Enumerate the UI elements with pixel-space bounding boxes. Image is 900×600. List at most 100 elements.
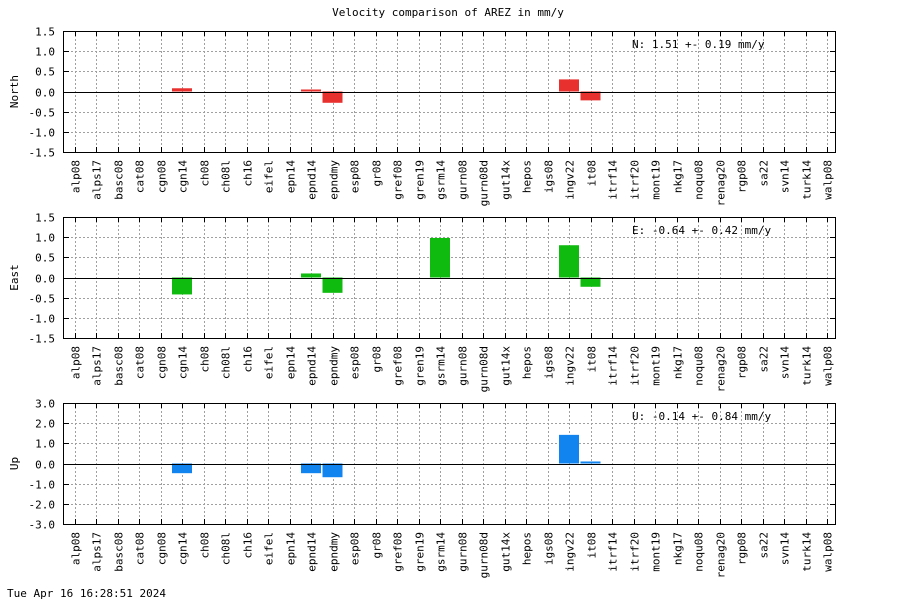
bar-epnd14 — [301, 89, 321, 92]
x-tick-label-ch08: ch08 — [199, 160, 212, 187]
timestamp: Tue Apr 16 16:28:51 2024 — [7, 587, 166, 600]
x-tick-label-basc08: basc08 — [113, 346, 126, 386]
x-tick-label-epn14: epn14 — [285, 346, 298, 379]
x-tick-label-mont19: mont19 — [650, 532, 663, 572]
x-tick-label-ch08: ch08 — [199, 532, 212, 559]
x-tick-label-noqu08: noqu08 — [693, 532, 706, 572]
x-tick-label-cat08: cat08 — [134, 160, 147, 193]
y-tick-label: -1.5 — [29, 147, 56, 160]
x-tick-label-gr08: gr08 — [371, 532, 384, 559]
y-tick-label: -0.5 — [29, 107, 56, 120]
x-tick-label-gref08: gref08 — [392, 532, 405, 572]
bar-cgn14 — [172, 88, 192, 92]
x-tick-label-hepos: hepos — [521, 346, 534, 379]
y-tick-label: -1.0 — [29, 313, 56, 326]
x-tick-label-epndmy: epndmy — [328, 532, 341, 572]
y-tick-label: 0.0 — [35, 273, 55, 286]
x-tick-label-cgn08: cgn08 — [156, 160, 169, 193]
x-tick-label-gren19: gren19 — [414, 160, 427, 200]
x-tick-label-igs08: igs08 — [543, 160, 556, 193]
velocity-annotation: N: 1.51 +- 0.19 mm/y — [632, 38, 765, 51]
x-tick-label-alp08: alp08 — [70, 346, 83, 379]
y-tick-label: -1.0 — [29, 127, 56, 140]
x-tick-label-nkg17: nkg17 — [672, 160, 685, 193]
bar-ingv22 — [559, 434, 579, 464]
x-tick-label-ch08l: ch08l — [220, 160, 233, 193]
x-tick-label-epn14: epn14 — [285, 160, 298, 193]
x-tick-label-cgn08: cgn08 — [156, 532, 169, 565]
y-tick-label: -3.0 — [29, 519, 56, 532]
panel-north: -1.5 -1.0 -0.5 0.0 0.5 1.0 1.5 alp08 alps17 basc0… — [8, 26, 836, 206]
y-tick-label: 0.5 — [35, 66, 55, 79]
x-tick-label-turk14: turk14 — [801, 346, 814, 386]
x-tick-label-gsrm14: gsrm14 — [435, 160, 448, 200]
x-tick-label-gren19: gren19 — [414, 346, 427, 386]
x-tick-label-nkg17: nkg17 — [672, 532, 685, 565]
x-tick-label-gsrm14: gsrm14 — [435, 346, 448, 386]
x-tick-label-cgn14: cgn14 — [177, 532, 190, 565]
x-tick-label-gr08: gr08 — [371, 160, 384, 187]
x-tick-label-gurn08: gurn08 — [457, 346, 470, 386]
x-tick-label-gurn08d: gurn08d — [478, 532, 491, 578]
plot-frame — [63, 403, 836, 525]
x-tick-label-mont19: mont19 — [650, 346, 663, 386]
x-tick-label-epnd14: epnd14 — [306, 346, 319, 386]
y-tick-label: 1.0 — [35, 46, 55, 59]
bar-it08 — [580, 91, 601, 101]
plot-frame — [63, 31, 836, 153]
x-tick-label-ch16: ch16 — [242, 532, 255, 559]
x-tick-label-itrf20: itrf20 — [629, 346, 642, 386]
bar-epnd14 — [301, 463, 321, 474]
x-tick-label-ch16: ch16 — [242, 346, 255, 373]
chart-title: Velocity comparison of AREZ in mm/y — [332, 6, 564, 19]
x-tick-label-svn14: svn14 — [779, 160, 792, 193]
x-tick-label-alp08: alp08 — [70, 532, 83, 565]
x-tick-label-eifel: eifel — [263, 346, 276, 379]
x-tick-label-basc08: basc08 — [113, 160, 126, 200]
x-tick-label-gurn08d: gurn08d — [478, 346, 491, 392]
bar-epndmy — [322, 277, 343, 293]
x-tick-label-gut14x: gut14x — [500, 532, 513, 572]
y-tick-label: -1.0 — [29, 479, 56, 492]
y-tick-label: 1.5 — [35, 26, 55, 39]
x-tick-label-gref08: gref08 — [392, 160, 405, 200]
x-tick-label-itrf20: itrf20 — [629, 160, 642, 200]
x-tick-label-itrf20: itrf20 — [629, 532, 642, 572]
x-tick-label-gut14x: gut14x — [500, 160, 513, 200]
x-tick-label-eifel: eifel — [263, 160, 276, 193]
x-tick-label-it08: it08 — [586, 532, 599, 559]
bar-epndmy — [322, 91, 343, 103]
bar-cgn14 — [172, 277, 192, 295]
x-tick-label-ingv22: ingv22 — [564, 160, 577, 200]
x-tick-label-cat08: cat08 — [134, 532, 147, 565]
y-tick-label: 3.0 — [35, 398, 55, 411]
x-tick-label-ch16: ch16 — [242, 160, 255, 187]
x-tick-label-epnd14: epnd14 — [306, 532, 319, 572]
x-tick-label-sa22: sa22 — [758, 160, 771, 187]
x-tick-label-itrf14: itrf14 — [607, 160, 620, 200]
x-tick-label-walp08: walp08 — [822, 532, 835, 572]
x-tick-label-it08: it08 — [586, 160, 599, 187]
x-tick-label-mont19: mont19 — [650, 160, 663, 200]
panels: -1.5 -1.0 -0.5 0.0 0.5 1.0 1.5 alp08 alps17 basc0… — [8, 26, 836, 578]
bar-it08 — [580, 461, 601, 464]
bar-epndmy — [322, 463, 343, 478]
x-tick-label-ingv22: ingv22 — [564, 532, 577, 572]
x-tick-label-esp08: esp08 — [349, 532, 362, 565]
y-tick-label: 1.0 — [35, 438, 55, 451]
y-tick-label: 1.5 — [35, 212, 55, 225]
y-tick-label: 1.0 — [35, 232, 55, 245]
panel-up: -3.0 -2.0 -1.0 0.0 1.0 2.0 3.0 alp08 alps17 basc0… — [8, 398, 836, 578]
x-tick-label-hepos: hepos — [521, 532, 534, 565]
x-tick-label-svn14: svn14 — [779, 346, 792, 379]
x-tick-label-esp08: esp08 — [349, 160, 362, 193]
x-tick-label-gurn08: gurn08 — [457, 532, 470, 572]
y-axis-label: Up — [8, 457, 21, 470]
x-tick-label-alps17: alps17 — [91, 532, 104, 572]
x-tick-label-rgp08: rgp08 — [736, 160, 749, 193]
x-tick-label-gurn08d: gurn08d — [478, 160, 491, 206]
y-tick-label: 0.5 — [35, 252, 55, 265]
x-tick-label-itrf14: itrf14 — [607, 532, 620, 572]
bar-ingv22 — [559, 79, 579, 92]
